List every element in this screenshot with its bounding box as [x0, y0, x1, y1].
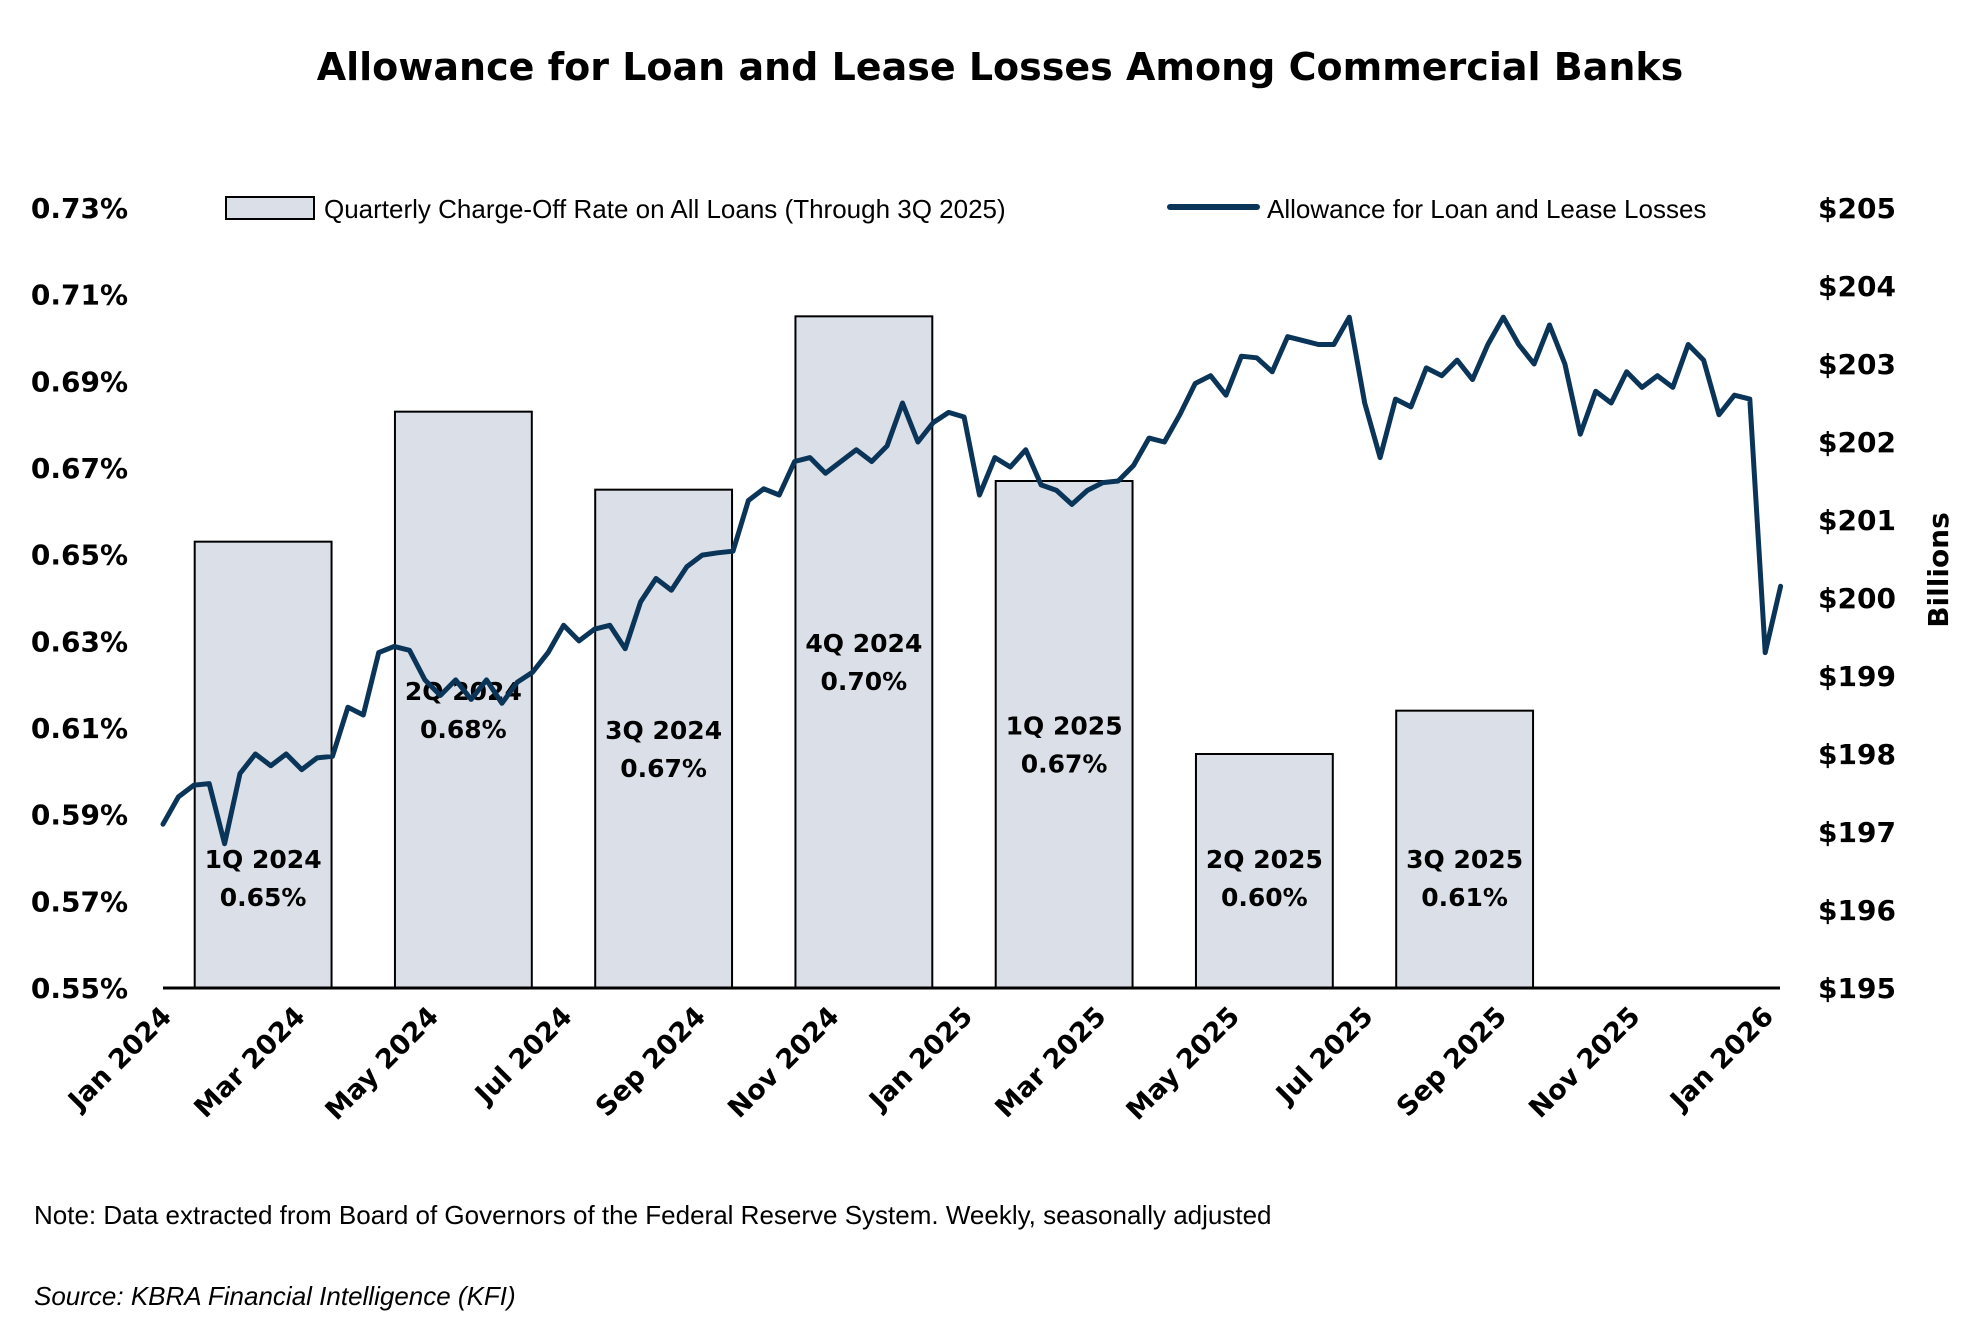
bar-quarter-label: 2Q 2025 [1206, 845, 1323, 874]
footer-note: Note: Data extracted from Board of Gover… [34, 1200, 1272, 1230]
right-tick-label: $201 [1818, 504, 1896, 537]
x-tick-label: Jan 2025 [862, 1001, 979, 1118]
bar-value-label: 0.65% [220, 883, 307, 912]
bar-quarter-label: 1Q 2025 [1006, 712, 1123, 741]
right-tick-label: $199 [1818, 660, 1896, 693]
bar-quarter-label: 1Q 2024 [205, 845, 322, 874]
right-tick-label: $205 [1818, 192, 1896, 225]
left-tick-label: 0.67% [31, 452, 128, 485]
left-tick-label: 0.63% [31, 625, 128, 658]
bar [393, 410, 533, 989]
x-tick-label: Jul 2024 [468, 1001, 578, 1111]
legend-line-label: Allowance for Loan and Lease Losses [1267, 194, 1706, 224]
bar-quarter-label: 3Q 2025 [1406, 845, 1523, 874]
bar-quarter-label: 3Q 2024 [605, 716, 722, 745]
right-tick-label: $203 [1818, 348, 1896, 381]
bar-value-label: 0.68% [420, 715, 507, 744]
footer-source: Source: KBRA Financial Intelligence (KFI… [34, 1281, 516, 1311]
right-tick-label: $197 [1818, 816, 1896, 849]
bar-value-label: 0.61% [1421, 883, 1508, 912]
x-axis: Jan 2024 Mar 2024 May 2024 Jul 2024 Sep 2024… [61, 1001, 1780, 1126]
left-tick-label: 0.55% [31, 972, 128, 1005]
left-tick-label: 0.71% [31, 279, 128, 312]
left-tick-label: 0.59% [31, 799, 128, 832]
x-tick-label: May 2025 [1121, 1001, 1246, 1126]
bar-value-label: 0.70% [821, 667, 908, 696]
right-tick-label: $196 [1818, 894, 1896, 927]
x-tick-label: Mar 2024 [188, 1001, 311, 1124]
legend-bar-label: Quarterly Charge-Off Rate on All Loans (… [324, 194, 1006, 224]
legend: Quarterly Charge-Off Rate on All Loans (… [225, 194, 1706, 224]
bar [1395, 709, 1535, 990]
bar [994, 480, 1134, 989]
chart-title: Allowance for Loan and Lease Losses Amon… [317, 45, 1684, 89]
right-axis: $195 $196 $197 $198 $199 $200 $201 $202 $203 $204… [1818, 192, 1896, 1005]
x-tick-label: Sep 2024 [590, 1001, 712, 1123]
right-tick-label: $204 [1818, 270, 1896, 303]
right-tick-label: $195 [1818, 972, 1896, 1005]
x-tick-label: Jan 2024 [61, 1001, 178, 1118]
allowance-line [160, 314, 1784, 847]
left-tick-label: 0.73% [31, 192, 128, 225]
right-tick-label: $202 [1818, 426, 1896, 459]
right-axis-title: Billions [1922, 512, 1955, 628]
x-tick-label: May 2024 [320, 1001, 445, 1126]
left-tick-label: 0.69% [31, 365, 128, 398]
x-tick-label: Sep 2025 [1391, 1001, 1513, 1123]
x-tick-label: Jul 2025 [1269, 1001, 1379, 1111]
x-tick-label: Nov 2024 [722, 1001, 845, 1124]
bar-quarter-label: 4Q 2024 [805, 629, 922, 658]
bars [193, 315, 1535, 990]
x-tick-label: Mar 2025 [989, 1001, 1112, 1124]
bar-value-label: 0.67% [620, 754, 707, 783]
bar [794, 315, 934, 990]
bar-value-label: 0.67% [1021, 750, 1108, 779]
right-tick-label: $200 [1818, 582, 1896, 615]
legend-bar-swatch [225, 196, 315, 220]
left-tick-label: 0.57% [31, 885, 128, 918]
bar-value-label: 0.60% [1221, 883, 1308, 912]
left-tick-label: 0.61% [31, 712, 128, 745]
x-tick-label: Jan 2026 [1663, 1001, 1780, 1118]
x-tick-label: Nov 2025 [1523, 1001, 1646, 1124]
left-tick-label: 0.65% [31, 539, 128, 572]
bar [1194, 753, 1334, 989]
left-axis: 0.55% 0.57% 0.59% 0.61% 0.63% 0.65% 0.67% 0.69%… [31, 192, 128, 1005]
right-tick-label: $198 [1818, 738, 1896, 771]
